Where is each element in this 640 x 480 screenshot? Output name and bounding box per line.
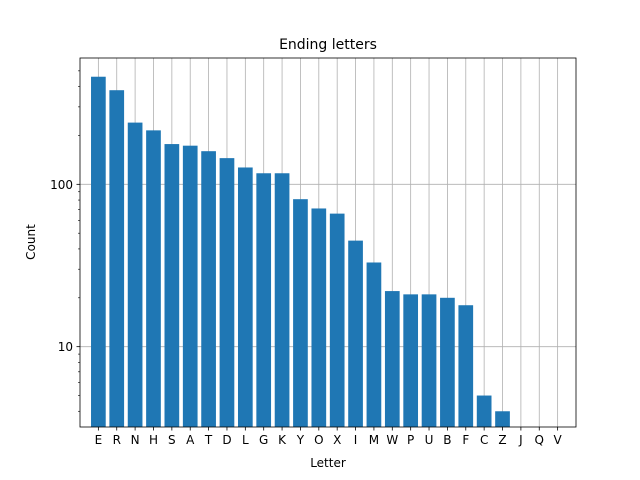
x-tick-label: U: [425, 433, 434, 447]
bar-t: [201, 151, 216, 427]
bar-z: [495, 411, 510, 427]
bar-y: [293, 199, 308, 427]
x-tick-label: P: [407, 433, 414, 447]
x-tick-label: Q: [535, 433, 544, 447]
bar-o: [311, 208, 327, 427]
x-axis-label: Letter: [310, 456, 346, 470]
y-axis-ticks: 10 100: [50, 70, 80, 412]
x-tick-label: C: [480, 433, 488, 447]
x-tick-label: Z: [498, 433, 506, 447]
x-tick-label: S: [168, 433, 176, 447]
bar-p: [403, 294, 419, 427]
bar-h: [146, 130, 161, 427]
bar-u: [421, 294, 437, 427]
bar-n: [127, 122, 143, 428]
x-tick-label: I: [354, 433, 358, 447]
bars: [91, 76, 510, 428]
x-tick-label: A: [186, 433, 195, 447]
x-tick-label: W: [386, 433, 398, 447]
x-tick-label: G: [259, 433, 268, 447]
x-tick-label: X: [333, 433, 341, 447]
x-tick-label: K: [278, 433, 287, 447]
y-axis-label: Count: [24, 224, 38, 260]
x-tick-label: Y: [296, 433, 305, 447]
x-tick-label: D: [222, 433, 231, 447]
y-tick-label: 10: [58, 340, 73, 354]
bar-e: [91, 76, 106, 427]
bar-c: [476, 395, 492, 427]
bar-i: [348, 240, 363, 427]
chart-title: Ending letters: [279, 37, 377, 53]
x-tick-label: M: [369, 433, 379, 447]
x-tick-label: B: [443, 433, 451, 447]
x-tick-label: E: [95, 433, 103, 447]
x-tick-label: H: [149, 433, 158, 447]
bar-g: [256, 173, 272, 427]
x-tick-label: L: [242, 433, 249, 447]
x-tick-label: J: [518, 433, 523, 447]
bar-x: [329, 213, 345, 427]
bar-l: [237, 167, 253, 427]
bar-k: [274, 173, 290, 427]
bar-m: [366, 262, 382, 427]
bar-a: [182, 145, 198, 427]
plot-frame: [79, 57, 577, 428]
x-tick-label: V: [554, 433, 563, 447]
x-tick-label: N: [131, 433, 140, 447]
x-tick-label: O: [314, 433, 323, 447]
bar-w: [384, 291, 400, 427]
bar-d: [219, 158, 235, 428]
y-tick-label: 100: [50, 178, 73, 192]
x-tick-label: R: [113, 433, 121, 447]
bar-s: [164, 144, 180, 427]
bar-b: [440, 297, 455, 427]
bar-r: [109, 90, 125, 427]
x-tick-label: T: [204, 433, 213, 447]
x-tick-label: F: [462, 433, 469, 447]
bar-f: [458, 305, 474, 427]
